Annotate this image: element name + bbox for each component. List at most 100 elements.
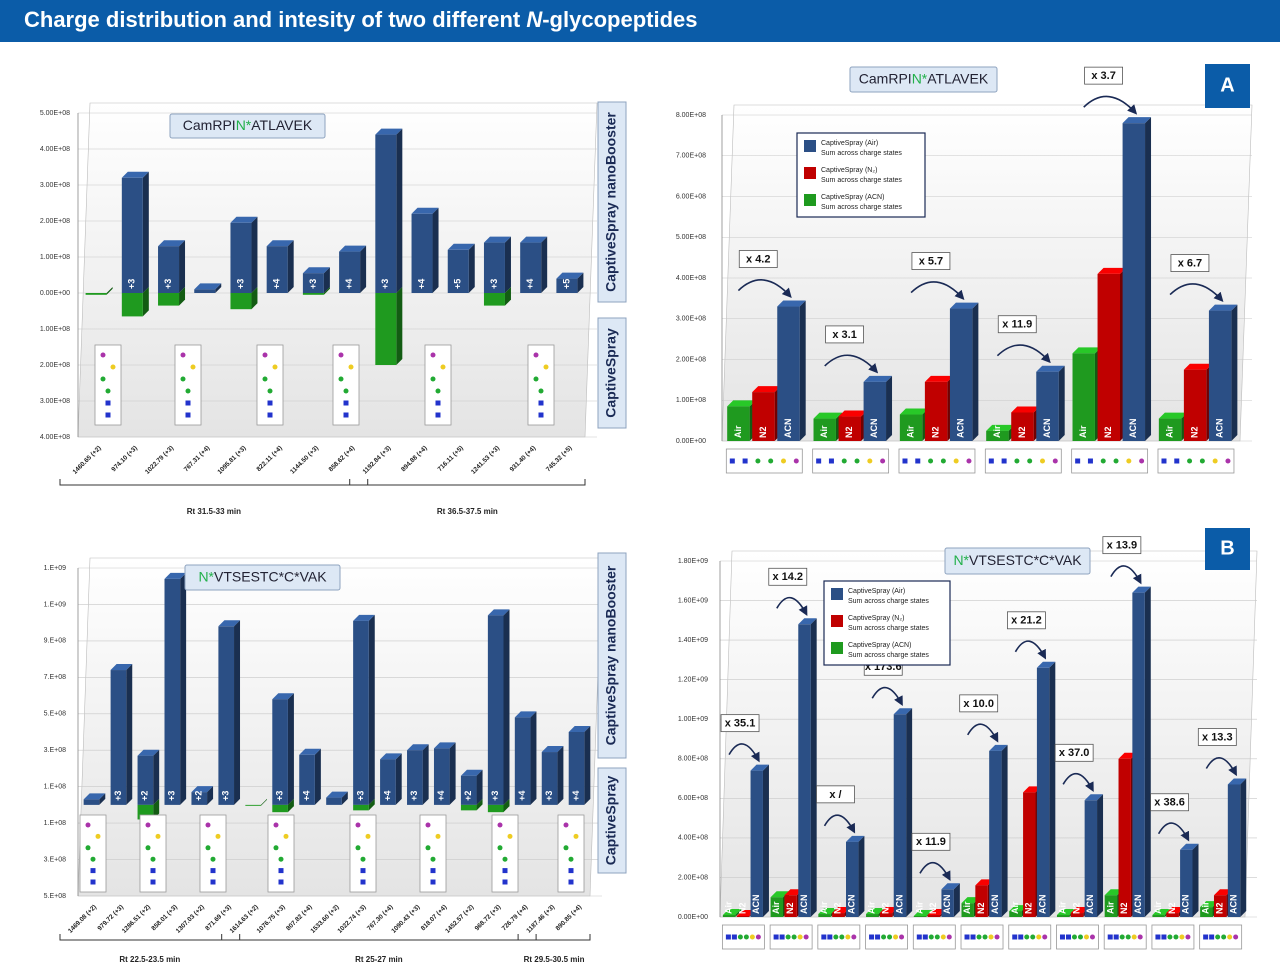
fold-label: x 14.2 bbox=[772, 571, 803, 583]
fold-arrow bbox=[1205, 757, 1237, 777]
fold-label: x 10.0 bbox=[963, 698, 994, 710]
glycan-unit bbox=[343, 412, 349, 418]
bar-label: +4 bbox=[416, 279, 426, 289]
bar-label: Air bbox=[992, 425, 1002, 438]
bar-side bbox=[886, 375, 893, 441]
glycan-unit bbox=[90, 868, 96, 874]
bar-side bbox=[368, 614, 375, 805]
bar-label: ACN bbox=[1228, 895, 1238, 915]
x-tick-label: 968.72 (+3) bbox=[474, 904, 503, 933]
x-tick-label: 1076.75 (+3) bbox=[256, 904, 287, 935]
glycan-box bbox=[349, 814, 377, 893]
glycan-unit bbox=[150, 879, 156, 885]
group-bracket bbox=[59, 934, 241, 941]
bar bbox=[913, 916, 927, 917]
legend-swatch bbox=[804, 194, 816, 206]
fold-box bbox=[816, 785, 855, 804]
bar-top bbox=[302, 267, 330, 274]
fold-box bbox=[997, 315, 1037, 334]
glycan-box bbox=[898, 448, 976, 474]
x-tick-label: 1144.50 (+3) bbox=[289, 445, 320, 476]
glycan-unit bbox=[1089, 934, 1095, 940]
glycan-unit bbox=[880, 458, 886, 464]
bar-label: ACN bbox=[1133, 895, 1143, 915]
glycan-unit bbox=[881, 934, 887, 940]
fold-label: x 38.6 bbox=[1154, 797, 1185, 809]
glycan-unit bbox=[278, 879, 284, 885]
bar-label: N2 bbox=[737, 902, 747, 914]
bar bbox=[299, 754, 315, 805]
glycan-unit bbox=[1131, 934, 1137, 940]
bar-top bbox=[1122, 117, 1152, 124]
peptide-box bbox=[169, 113, 326, 139]
glycan-unit bbox=[828, 458, 834, 464]
glycan-unit bbox=[1161, 458, 1167, 464]
bar bbox=[989, 750, 1002, 917]
bar-top bbox=[375, 128, 403, 135]
bar-top bbox=[784, 889, 803, 896]
glycan-unit bbox=[185, 400, 191, 406]
bar bbox=[272, 804, 288, 813]
bar-top bbox=[846, 835, 865, 842]
fold-arrow bbox=[1083, 95, 1138, 115]
legend-note: Sum across charge states bbox=[821, 150, 902, 157]
y-tick-label: 3.00E+08 bbox=[676, 316, 706, 323]
glycan-unit bbox=[538, 400, 544, 406]
glycan-unit bbox=[1075, 458, 1081, 464]
y-tick-label: 6.00E+08 bbox=[676, 193, 706, 200]
bar-label: Air bbox=[962, 901, 972, 914]
bar-side bbox=[432, 207, 439, 293]
glycan-unit bbox=[833, 934, 839, 940]
bar-label: Air bbox=[1105, 901, 1115, 914]
bar-side bbox=[99, 793, 106, 805]
glycan-unit bbox=[928, 934, 934, 940]
side-label: CaptiveSpray nanoBooster bbox=[603, 112, 619, 292]
bar-top bbox=[832, 907, 851, 914]
bar-label: N2 bbox=[1024, 902, 1034, 914]
x-tick-label: 745.32 (+5) bbox=[545, 445, 574, 474]
bar bbox=[245, 804, 261, 806]
bar-label: +5 bbox=[561, 279, 571, 289]
bar-top bbox=[1158, 412, 1188, 419]
fold-arrow bbox=[996, 344, 1051, 364]
bar-label: +3 bbox=[409, 791, 419, 801]
legend-label: CaptiveSpray (ACN) bbox=[821, 194, 884, 201]
side-label: CaptiveSpray bbox=[603, 776, 619, 866]
fold-arrow bbox=[1062, 773, 1094, 793]
group-label: Rt 22.5-23.5 min bbox=[119, 955, 180, 964]
y-tick-label: 3.00E+08 bbox=[40, 398, 70, 405]
glycan-unit bbox=[262, 352, 268, 358]
bar-side bbox=[584, 726, 591, 805]
glycan-unit bbox=[1065, 934, 1071, 940]
bar-label: N2 bbox=[1017, 426, 1027, 438]
bar-top bbox=[949, 302, 979, 309]
peptide-title-part: CamRPI bbox=[859, 70, 912, 86]
bar-top bbox=[798, 618, 817, 625]
glycan-unit bbox=[964, 934, 970, 940]
glycan-unit bbox=[1125, 934, 1131, 940]
glycan-unit bbox=[1187, 458, 1193, 464]
bar bbox=[230, 293, 252, 310]
glycan-unit bbox=[839, 934, 845, 940]
glycan-unit bbox=[1139, 458, 1145, 464]
fold-label: x 5.7 bbox=[919, 255, 943, 267]
glycan-unit bbox=[1042, 934, 1048, 940]
glycan-unit bbox=[725, 934, 731, 940]
glycan-box bbox=[557, 814, 585, 893]
bar-side bbox=[1097, 794, 1104, 917]
bar-label: N2 bbox=[1119, 902, 1129, 914]
bar bbox=[487, 804, 504, 813]
bar-top bbox=[838, 410, 867, 417]
bar bbox=[375, 134, 397, 293]
bar-top bbox=[137, 749, 160, 756]
glycan-box bbox=[812, 448, 890, 474]
glycan-box bbox=[139, 814, 167, 893]
glycan-unit bbox=[425, 845, 431, 851]
y-tick-label: 4.00E+08 bbox=[678, 835, 708, 842]
bar-top bbox=[750, 764, 769, 771]
glycan-unit bbox=[1119, 934, 1125, 940]
bar bbox=[813, 418, 836, 441]
glycan-unit bbox=[768, 458, 774, 464]
glycan-unit bbox=[970, 934, 976, 940]
glycan-box bbox=[527, 344, 555, 426]
